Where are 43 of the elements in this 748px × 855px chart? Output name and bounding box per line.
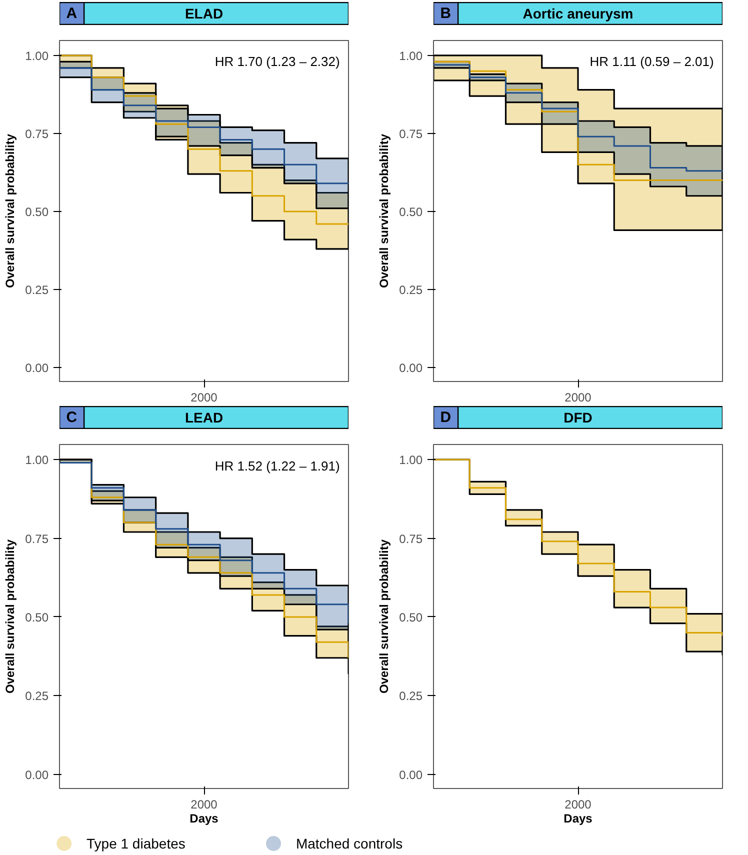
text: A [66, 5, 78, 22]
text: 2000 [564, 798, 592, 812]
text: C [66, 409, 78, 426]
chart-title: DFD [564, 410, 592, 426]
legend-label: Type 1 diabetes [86, 836, 186, 852]
y-axis-title: Overall survival probability [3, 134, 18, 288]
y-tick-label: 0.00 [399, 768, 423, 782]
annotation: HR 1.11 (0.59 – 2.01) [590, 54, 714, 70]
text: 2000 [190, 798, 218, 812]
y-tick-label: 0.50 [399, 204, 423, 219]
y-tick-label: 0.25 [25, 282, 49, 297]
chart-title: LEAD [184, 410, 224, 426]
text: D [440, 409, 452, 426]
y-tick-label: 0.50 [399, 610, 423, 624]
text: B [440, 5, 452, 22]
y-tick-label: 1.00 [399, 453, 423, 468]
legend-label: Matched controls [296, 836, 403, 852]
y-tick-label: 0.50 [25, 204, 49, 219]
y-tick-label: 0.75 [399, 532, 423, 546]
y-tick-label: 0.25 [399, 689, 423, 704]
y-axis-title: Overall survival probability [377, 539, 392, 694]
y-tick-label: 1.00 [25, 48, 49, 63]
chart-title: ELAD [184, 6, 224, 22]
y-tick-label: 1.00 [25, 453, 49, 468]
text: 2000 [190, 390, 218, 404]
y-tick-label: 0.50 [25, 610, 49, 624]
y-tick-label: 0.75 [25, 126, 49, 141]
y-tick-label: 0.00 [25, 768, 49, 782]
y-axis-title: Overall survival probability [3, 539, 18, 694]
y-tick-label: 0.75 [25, 532, 49, 546]
annotation: HR 1.70 (1.23 – 2.32) [214, 54, 340, 70]
y-tick-label: 1.00 [399, 48, 423, 63]
y-tick-label: 0.75 [399, 126, 423, 141]
x-axis-title: Days [564, 812, 593, 826]
y-tick-label: 0.25 [399, 282, 423, 297]
y-axis-title: Overall survival probability [377, 134, 392, 288]
annotation: HR 1.52 (1.22 – 1.91) [214, 458, 340, 474]
y-tick-label: 0.00 [25, 360, 49, 375]
y-tick-label: 0.25 [25, 689, 49, 704]
text: 2000 [564, 390, 592, 404]
y-tick-label: 0.00 [399, 360, 423, 375]
chart-title: Aortic aneurysm [522, 6, 634, 22]
x-axis-title: Days [190, 812, 219, 826]
